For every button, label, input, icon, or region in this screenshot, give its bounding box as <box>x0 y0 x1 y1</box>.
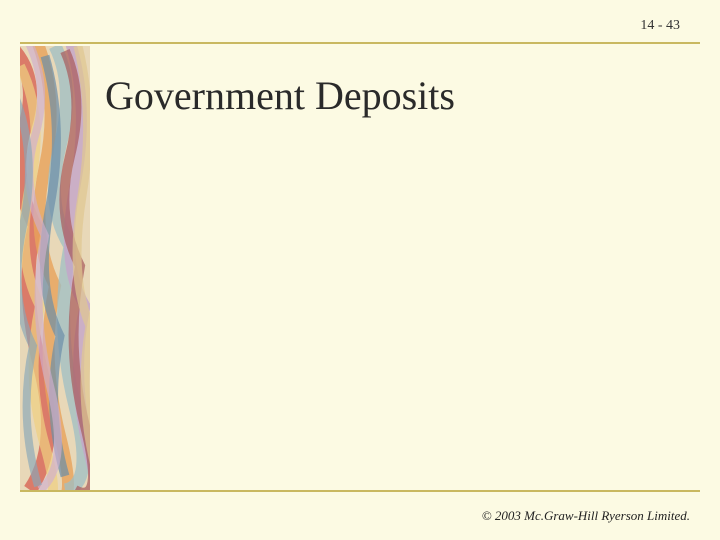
bottom-divider <box>20 490 700 492</box>
top-divider <box>20 42 700 44</box>
slide-title: Government Deposits <box>105 72 455 119</box>
copyright-text: © 2003 Mc.Graw-Hill Ryerson Limited. <box>482 508 690 524</box>
page-number: 14 - 43 <box>640 18 680 34</box>
decorative-sidebar-image <box>20 46 90 490</box>
